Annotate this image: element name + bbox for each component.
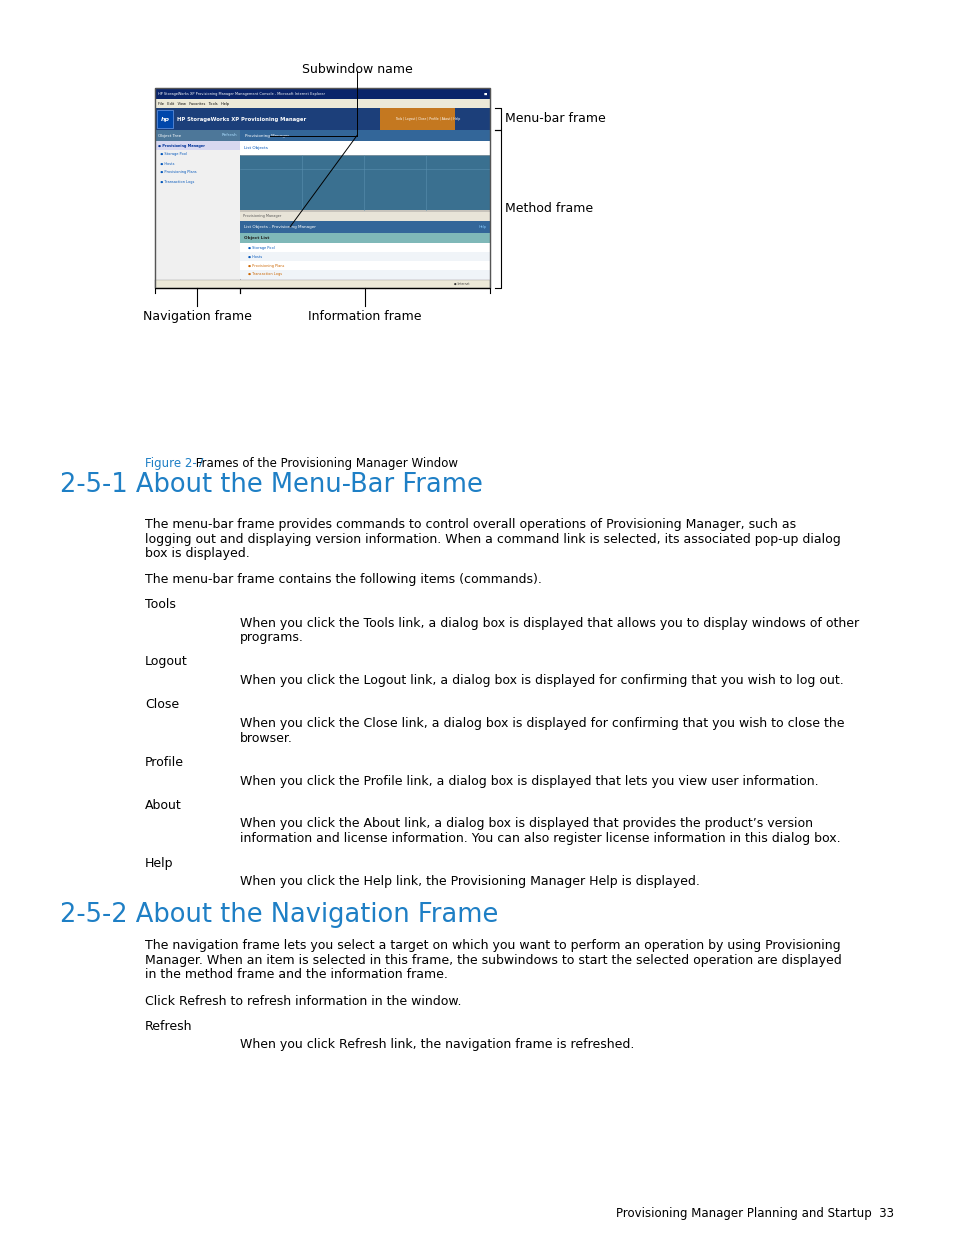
Text: ● Transaction Logs: ● Transaction Logs <box>158 179 194 184</box>
Text: HP StorageWorks XP Provisioning Manager Management Console - Microsoft Internet : HP StorageWorks XP Provisioning Manager … <box>158 91 325 95</box>
Bar <box>154 280 490 288</box>
Bar <box>240 212 490 282</box>
Bar <box>154 107 490 130</box>
Text: About: About <box>145 799 182 811</box>
Bar <box>240 233 490 243</box>
Text: Subwindow name: Subwindow name <box>301 63 412 77</box>
Bar <box>240 141 490 156</box>
Text: ● Provisioning Plans: ● Provisioning Plans <box>158 170 196 174</box>
Text: 2-5-2 About the Navigation Frame: 2-5-2 About the Navigation Frame <box>60 902 497 927</box>
Text: ● Hosts: ● Hosts <box>248 254 262 258</box>
Bar <box>154 88 490 99</box>
Text: Help: Help <box>145 857 173 869</box>
Text: Close: Close <box>145 699 179 711</box>
Bar <box>240 261 490 270</box>
Text: Frames of the Provisioning Manager Window: Frames of the Provisioning Manager Windo… <box>192 457 457 471</box>
Text: Provisioning Manager: Provisioning Manager <box>245 133 289 137</box>
Bar <box>154 177 240 186</box>
Text: HP StorageWorks XP Provisioning Manager: HP StorageWorks XP Provisioning Manager <box>177 116 306 121</box>
Text: Navigation frame: Navigation frame <box>143 310 252 324</box>
Text: information and license information. You can also register license information i: information and license information. You… <box>240 832 840 845</box>
Text: ● Provisioning Manager: ● Provisioning Manager <box>158 143 205 147</box>
Text: The navigation frame lets you select a target on which you want to perform an op: The navigation frame lets you select a t… <box>145 940 840 952</box>
Text: ● Hosts: ● Hosts <box>158 162 174 165</box>
Text: When you click the Profile link, a dialog box is displayed that lets you view us: When you click the Profile link, a dialo… <box>240 774 818 788</box>
Text: ● Storage Pool: ● Storage Pool <box>248 246 274 249</box>
Text: ● Transaction Logs: ● Transaction Logs <box>248 273 282 277</box>
Bar <box>154 168 240 177</box>
Text: When you click the Tools link, a dialog box is displayed that allows you to disp: When you click the Tools link, a dialog … <box>240 616 859 630</box>
Text: When you click Refresh link, the navigation frame is refreshed.: When you click Refresh link, the navigat… <box>240 1037 634 1051</box>
Bar <box>240 221 490 233</box>
Bar <box>154 99 490 107</box>
Text: Logout: Logout <box>145 656 188 668</box>
Bar <box>154 149 240 159</box>
Text: When you click the Help link, the Provisioning Manager Help is displayed.: When you click the Help link, the Provis… <box>240 876 700 888</box>
Text: Figure 2-7: Figure 2-7 <box>145 457 204 471</box>
Bar <box>240 243 490 252</box>
Bar <box>154 159 240 168</box>
Text: box is displayed.: box is displayed. <box>145 547 250 559</box>
Text: hp: hp <box>160 116 170 121</box>
Text: Object Tree: Object Tree <box>158 133 181 137</box>
Text: Information frame: Information frame <box>308 310 421 324</box>
Text: in the method frame and the information frame.: in the method frame and the information … <box>145 968 447 982</box>
Text: The menu-bar frame provides commands to control overall operations of Provisioni: The menu-bar frame provides commands to … <box>145 517 796 531</box>
Bar <box>154 88 490 288</box>
Text: Provisioning Manager: Provisioning Manager <box>243 215 281 219</box>
Text: Manager. When an item is selected in this frame, the subwindows to start the sel: Manager. When an item is selected in thi… <box>145 953 841 967</box>
Text: Object List: Object List <box>244 236 269 240</box>
Text: Tools | Logout | Close | Profile | About | Help: Tools | Logout | Close | Profile | About… <box>395 117 459 121</box>
Text: logging out and displaying version information. When a command link is selected,: logging out and displaying version infor… <box>145 532 840 546</box>
Bar <box>154 88 490 288</box>
Text: List Objects: List Objects <box>244 146 268 149</box>
Text: Profile: Profile <box>145 756 184 769</box>
Bar <box>240 270 490 279</box>
Text: Provisioning Manager Planning and Startup  33: Provisioning Manager Planning and Startu… <box>616 1207 893 1220</box>
Bar <box>157 110 172 128</box>
Bar <box>240 130 490 141</box>
Text: When you click the About link, a dialog box is displayed that provides the produ: When you click the About link, a dialog … <box>240 818 812 830</box>
Bar <box>154 141 240 149</box>
Text: Help: Help <box>478 225 486 228</box>
Text: ● Storage Pool: ● Storage Pool <box>158 152 187 157</box>
Text: List Objects - Provisioning Manager: List Objects - Provisioning Manager <box>244 225 315 228</box>
Text: browser.: browser. <box>240 731 293 745</box>
Text: Refresh: Refresh <box>221 133 236 137</box>
Bar <box>154 141 240 288</box>
Text: File   Edit   View   Favorites   Tools   Help: File Edit View Favorites Tools Help <box>158 101 229 105</box>
Text: Click Refresh to refresh information in the window.: Click Refresh to refresh information in … <box>145 995 461 1008</box>
Text: ● Provisioning Plans: ● Provisioning Plans <box>248 263 284 268</box>
Text: ■: ■ <box>483 91 486 95</box>
Text: When you click the Logout link, a dialog box is displayed for confirming that yo: When you click the Logout link, a dialog… <box>240 674 842 687</box>
Text: The menu-bar frame contains the following items (commands).: The menu-bar frame contains the followin… <box>145 573 541 587</box>
Text: programs.: programs. <box>240 631 304 643</box>
Text: When you click the Close link, a dialog box is displayed for confirming that you: When you click the Close link, a dialog … <box>240 718 843 730</box>
Text: Menu-bar frame: Menu-bar frame <box>504 112 605 126</box>
Text: Tools: Tools <box>145 598 175 611</box>
Bar <box>379 107 455 130</box>
Text: ● Internet: ● Internet <box>454 282 470 287</box>
Text: 2-5-1 About the Menu-Bar Frame: 2-5-1 About the Menu-Bar Frame <box>60 472 482 498</box>
Bar <box>240 252 490 261</box>
Bar <box>240 212 490 221</box>
Bar <box>240 156 490 210</box>
Bar <box>154 130 240 141</box>
Text: Refresh: Refresh <box>145 1020 193 1032</box>
Text: Method frame: Method frame <box>504 203 593 215</box>
